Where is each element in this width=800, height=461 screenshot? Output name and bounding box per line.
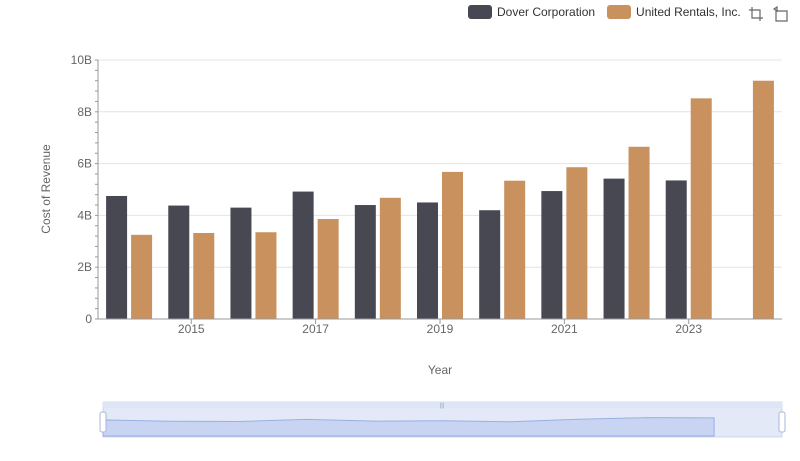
bar-united-rentals-2022[interactable]: [628, 146, 650, 319]
x-axis: 2015 2017 2019 2021 2023: [98, 318, 782, 336]
bar-dover-2017[interactable]: [292, 191, 314, 319]
slider-handle-right[interactable]: [778, 411, 786, 433]
bar-united-rentals-2014[interactable]: [131, 234, 153, 319]
slider-preview-area: [102, 417, 715, 437]
bar-united-rentals-2021[interactable]: [566, 167, 588, 319]
y-tick-label: 8B: [77, 105, 92, 119]
legend: Dover Corporation United Rentals, Inc.: [468, 3, 753, 21]
x-tick-label: 2023: [675, 322, 702, 336]
y-tick-label: 6B: [77, 157, 92, 171]
slider-selection[interactable]: [103, 408, 782, 437]
bar-dover-2014[interactable]: [106, 195, 128, 319]
legend-swatch-dover: [468, 5, 492, 19]
restore-icon[interactable]: [773, 6, 789, 22]
bar-dover-2021[interactable]: [541, 191, 563, 319]
x-axis-label: Year: [428, 363, 452, 377]
legend-label-dover: Dover Corporation: [497, 5, 596, 19]
slider-grip-icon[interactable]: |||: [440, 403, 445, 409]
bar-dover-2019[interactable]: [417, 202, 438, 319]
bar-united-rentals-2015[interactable]: [193, 233, 215, 319]
y-axis: 0 2B 4B 6B 8B 10B: [71, 53, 99, 326]
bar-united-rentals-2024[interactable]: [752, 80, 774, 319]
bar-dover-2022[interactable]: [603, 178, 625, 319]
bar-united-rentals-2018[interactable]: [379, 197, 401, 319]
y-tick-label: 0: [85, 312, 92, 326]
slider-handle-left[interactable]: [99, 411, 107, 433]
bar-united-rentals-2019[interactable]: [442, 171, 463, 319]
bar-dover-2018[interactable]: [354, 205, 376, 319]
bar-united-rentals-2020[interactable]: [504, 180, 526, 319]
x-tick-label: 2021: [551, 322, 578, 336]
bar-united-rentals-2017[interactable]: [317, 219, 339, 319]
bar-dover-2016[interactable]: [230, 207, 252, 319]
x-tick-label: 2015: [178, 322, 205, 336]
slider-top-bar[interactable]: [103, 402, 782, 408]
bars: [106, 80, 774, 319]
x-tick-label: 2017: [302, 322, 329, 336]
zoom-icon[interactable]: [748, 6, 764, 22]
y-tick-label: 10B: [71, 53, 92, 67]
bar-united-rentals-2016[interactable]: [255, 232, 277, 319]
data-zoom-slider[interactable]: |||: [99, 401, 786, 438]
legend-swatch-united-rentals: [607, 5, 632, 19]
bar-dover-2015[interactable]: [168, 205, 190, 319]
legend-label-united-rentals: United Rentals, Inc.: [636, 5, 741, 19]
x-tick-label: 2019: [427, 322, 454, 336]
bar-dover-2023[interactable]: [665, 180, 687, 319]
legend-item-united-rentals[interactable]: United Rentals, Inc.: [607, 5, 741, 19]
y-axis-label: Cost of Revenue: [39, 144, 53, 234]
legend-item-dover[interactable]: Dover Corporation: [468, 5, 595, 19]
bar-united-rentals-2023[interactable]: [690, 98, 712, 319]
y-tick-label: 4B: [77, 208, 92, 222]
bar-dover-2020[interactable]: [479, 210, 501, 319]
y-tick-label: 2B: [77, 260, 92, 274]
